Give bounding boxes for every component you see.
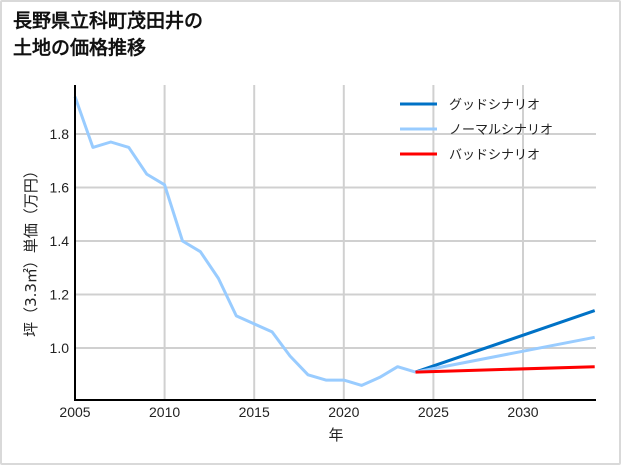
y-tick-label: 1.4 [50, 233, 70, 249]
legend-label: バッドシナリオ [449, 148, 540, 163]
x-tick-label: 2030 [507, 404, 538, 420]
x-tick-label: 2020 [328, 404, 359, 420]
series-line [415, 309, 596, 374]
chart-title: 長野県立科町茂田井の 土地の価格推移 [13, 8, 203, 62]
y-tick-label: 1.0 [50, 340, 70, 356]
x-tick-label: 2005 [59, 404, 90, 420]
series-line [73, 96, 416, 387]
x-tick-label: 2010 [149, 404, 180, 420]
y-tick-label: 1.6 [50, 180, 70, 196]
series-line [415, 365, 595, 374]
title-line-1: 長野県立科町茂田井の [13, 10, 204, 32]
title-line-2: 土地の価格推移 [13, 37, 147, 59]
x-tick-label: 2015 [239, 404, 270, 420]
y-axis-label: 坪（3.3㎡）単価（万円） [22, 163, 40, 337]
x-tick-label: 2025 [418, 404, 449, 420]
y-tick-label: 1.2 [50, 287, 70, 303]
legend-label: グッドシナリオ [449, 98, 540, 113]
x-axis-label: 年 [328, 426, 343, 444]
legend-label: ノーマルシナリオ [449, 123, 553, 138]
y-tick-label: 1.8 [50, 126, 70, 142]
series-line [415, 335, 595, 374]
